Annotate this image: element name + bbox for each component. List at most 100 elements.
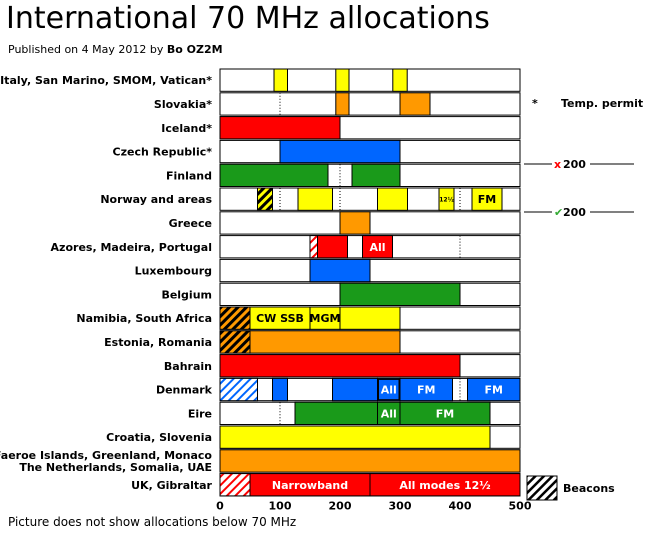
chart-row: Croatia, Slovenia [106,425,521,449]
bar-label: All [369,241,385,254]
page-title: International 70 MHz allocations [6,1,490,36]
chart-row: All Azores, Madeira, Portugal [51,235,521,259]
allocation-bar [279,139,401,164]
allocation-bar [362,235,393,259]
row-label: Greece [169,217,212,230]
allocation-bar [294,401,378,426]
row-background [219,92,521,116]
chart-row: Belgium [161,282,521,307]
chart-row: Italy, San Marino, SMOM, Vatican* [0,68,521,92]
allocation-bar [369,473,521,497]
bar-label: MGM [310,312,341,325]
check-mark-value: 200 [563,206,586,219]
allocation-bar [297,187,333,211]
allocation-bar [309,235,318,259]
chart-rows: Italy, San Marino, SMOM, Vatican* Slovaki… [0,68,521,497]
x-tick-label: 300 [389,499,412,512]
chart-row: Slovakia* [154,92,521,116]
allocation-bar [377,187,408,211]
row-label: Bahrain [164,360,212,373]
allocation-bar [399,377,453,402]
x-tick-label: 0 [216,499,224,512]
allocation-bar [399,401,491,426]
bar-label: 12½ [439,197,454,204]
row-label: Norway and areas [100,193,212,206]
chart-row: Estonia, Romania [104,330,521,354]
allocation-bar [219,116,341,140]
row-label: Italy, San Marino, SMOM, Vatican* [0,74,212,87]
chart-row: Iceland* [161,116,521,140]
bar-label: All modes 12½ [399,479,490,492]
allocation-bar [219,473,251,497]
allocation-bar [249,330,401,354]
allocation-bar [339,211,371,235]
row-label: Croatia, Slovenia [106,431,212,444]
allocation-bar [317,235,348,259]
red-x-mark: x [554,158,561,171]
bar-label: FM [436,407,454,420]
allocation-bar [351,163,401,187]
chart-row: Luxembourg [135,258,521,283]
allocation-bar [399,92,431,116]
allocation-bar [438,187,455,211]
chart-row: All FM FM Denmark [156,377,521,402]
allocation-bar [219,306,251,330]
bar-label: Narrowband [272,479,348,492]
bar-label: FM [478,193,496,206]
allocation-bar [219,377,258,402]
allocation-bar [335,68,350,92]
row-label: Faeroe Islands, Greenland, Monaco [0,449,212,462]
allocation-bar [309,258,371,283]
publication-date: Published on 4 May 2012 by [8,43,167,56]
row-label: Luxembourg [135,265,212,278]
publication-info: Published on 4 May 2012 by Bo OZ2M [8,43,223,56]
row-label: Eire [188,407,212,420]
bar-label: FM [485,384,503,397]
allocation-bar [467,377,521,402]
green-check-icon: ✔ [554,206,563,219]
chart-row: Czech Republic* [113,139,521,164]
row-label: The Netherlands, Somalia, UAE [19,461,212,474]
chart-row: All FM Eire [188,401,521,426]
allocation-bar [392,68,408,92]
row-label: Denmark [156,384,213,397]
row-label: Iceland* [161,122,212,135]
allocation-bar [339,306,401,330]
allocation-bar [219,425,491,449]
allocation-bar [471,187,503,211]
chart-row: Finland [166,163,521,187]
x-axis: 0 100 200 300 400 500 [216,499,532,512]
bar-label: CW SSB [256,312,304,325]
beacons-legend-swatch [526,475,558,501]
bar-label: All [381,407,397,420]
allocation-bar-outline [378,378,400,401]
row-background [219,68,521,92]
allocation-bar [257,187,273,211]
allocation-bar [332,377,378,402]
chart-row: CW SSB MGM Namibia, South Africa [76,306,521,330]
beacons-legend-label: Beacons [563,482,615,495]
x-tick-label: 400 [449,499,472,512]
allocation-bar [219,449,521,473]
chart-row: Greece [169,211,521,235]
chart-row: 12½ FM Norway and areas [100,187,521,211]
row-label: Estonia, Romania [104,336,212,349]
allocation-bar [219,330,251,354]
allocation-bar [219,163,329,187]
row-label: UK, Gibraltar [131,479,212,492]
chart-row: Narrowband All modes 12½ UK, Gibraltar [131,473,521,497]
author-name: Bo OZ2M [166,43,223,56]
temp-permit-star: * [532,97,538,110]
x-tick-label: 100 [269,499,292,512]
row-label: Czech Republic* [113,146,213,159]
row-label: Finland [166,169,212,182]
x-tick-label: 200 [329,499,352,512]
chart-row: Bahrain [164,354,521,378]
allocation-bar [339,282,461,307]
footnote: Picture does not show allocations below … [8,515,297,529]
row-label: Azores, Madeira, Portugal [51,241,212,254]
allocation-bar [273,68,288,92]
allocation-bar [272,377,288,402]
